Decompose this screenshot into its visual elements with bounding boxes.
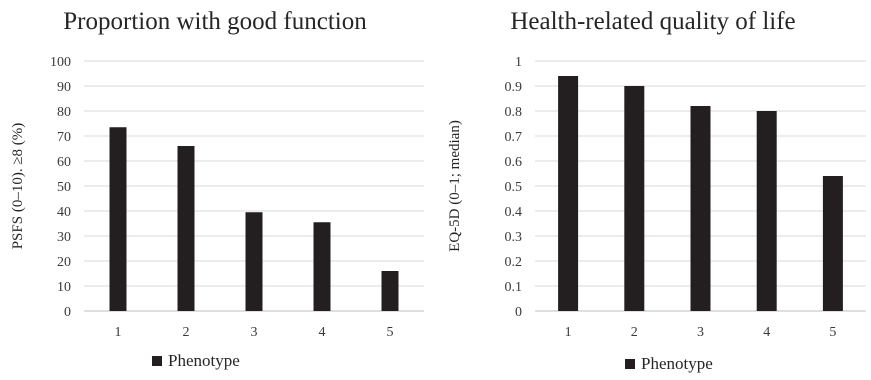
chart-svg-psfs: 0 10 20 30 40 50 60 70 80 90 100 1 2 3 4 5 PSFS (0–10). … [10, 55, 424, 340]
chart-title: Proportion with good function [63, 8, 367, 35]
y-tick-label: 20 [57, 255, 71, 270]
y-tick-label: 0 [64, 305, 71, 320]
chart-title: Health-related quality of life [510, 8, 796, 35]
legend: Phenotype [625, 354, 713, 374]
x-tick-label: 3 [251, 325, 258, 340]
bar [245, 212, 263, 311]
legend-label: Phenotype [641, 354, 713, 373]
legend-label: Phenotype [168, 351, 240, 370]
bar [822, 176, 843, 311]
y-tick-label: 1 [515, 55, 522, 70]
bar [624, 86, 645, 311]
bar [756, 111, 777, 311]
x-tick-label: 1 [565, 325, 572, 340]
bar [177, 146, 195, 311]
bar [381, 271, 399, 311]
bar [109, 127, 127, 311]
y-tick-label: 30 [57, 230, 71, 245]
x-tick-label: 4 [763, 325, 770, 340]
y-tick-label: 0.2 [505, 255, 523, 270]
y-axis-title: EQ-5D (0–1; median) [447, 120, 463, 252]
y-tick-label: 0.1 [505, 280, 523, 295]
y-tick-label: 0.3 [505, 230, 523, 245]
x-tick-label: 1 [115, 325, 122, 340]
y-tick-label: 100 [50, 55, 71, 70]
bar [313, 222, 331, 311]
y-tick-label: 0 [515, 305, 522, 320]
x-tick-label: 5 [829, 325, 836, 340]
y-tick-label: 50 [57, 180, 71, 195]
y-tick-label: 40 [57, 205, 71, 220]
y-tick-label: 0.7 [505, 130, 523, 145]
bar [558, 76, 579, 311]
legend-swatch [625, 359, 635, 369]
chart-svg-eq5d: 0 0.1 0.2 0.3 0.4 0.5 0.6 0.7 0.8 0.9 1 1 2 3 4 5 EQ-5D … [447, 55, 866, 340]
y-tick-label: 0.9 [505, 80, 523, 95]
x-tick-label: 2 [631, 325, 638, 340]
legend: Phenotype [152, 351, 240, 371]
y-tick-label: 0.5 [505, 180, 523, 195]
y-tick-label: 0.6 [505, 155, 523, 170]
chart-panel-eq5d: Health-related quality of life 0 0.1 0.2 0.… [435, 0, 871, 380]
y-tick-label: 80 [57, 105, 71, 120]
y-tick-label: 0.8 [505, 105, 523, 120]
y-tick-label: 10 [57, 280, 71, 295]
x-tick-label: 4 [319, 325, 326, 340]
x-tick-label: 2 [183, 325, 190, 340]
y-tick-label: 60 [57, 155, 71, 170]
y-tick-label: 70 [57, 130, 71, 145]
x-tick-label: 3 [697, 325, 704, 340]
bar [690, 106, 711, 311]
y-tick-label: 90 [57, 80, 71, 95]
legend-swatch [152, 356, 162, 366]
y-axis-title: PSFS (0–10). ≥8 (%) [10, 123, 26, 250]
chart-panel-psfs: Proportion with good function 0 10 20 30 40 5… [0, 0, 430, 380]
y-tick-label: 0.4 [505, 205, 523, 220]
x-tick-label: 5 [387, 325, 394, 340]
